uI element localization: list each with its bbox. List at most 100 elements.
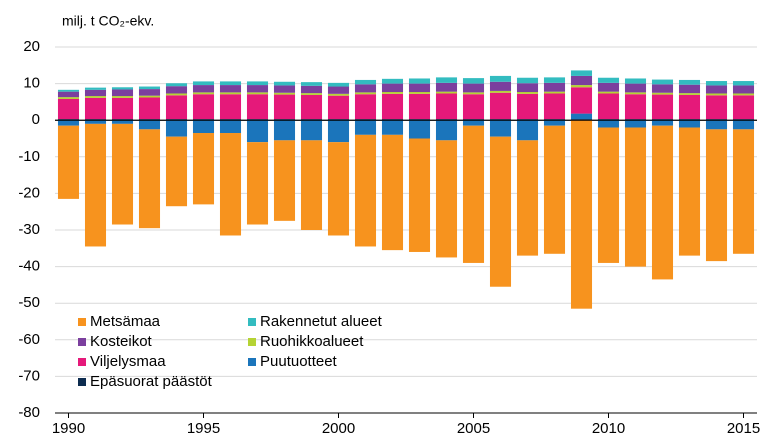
bar-segment xyxy=(354,79,377,85)
bar-segment xyxy=(732,120,755,130)
bar-segment xyxy=(381,119,404,121)
bar-segment xyxy=(165,95,188,120)
legend-swatch xyxy=(78,318,86,326)
bar-segment xyxy=(57,120,80,126)
bar-segment xyxy=(219,81,242,86)
bar-segment xyxy=(327,95,350,120)
bar-segment xyxy=(138,119,161,121)
bar-segment xyxy=(84,89,107,97)
bar-segment xyxy=(651,119,674,121)
bar-segment xyxy=(570,113,593,120)
bar-segment xyxy=(435,91,458,94)
bar-segment xyxy=(570,85,593,88)
x-tick-label: 1995 xyxy=(187,420,220,437)
y-tick-label: 10 xyxy=(23,75,40,92)
bar-segment xyxy=(705,93,728,96)
bar-segment xyxy=(138,95,161,98)
bar-segment xyxy=(543,125,566,254)
bar-segment xyxy=(408,138,431,252)
bar-segment xyxy=(435,93,458,120)
bar-segment xyxy=(732,85,755,94)
bar-segment xyxy=(219,120,242,134)
bar-segment xyxy=(84,119,107,121)
bar-segment xyxy=(435,77,458,83)
y-tick-label: -60 xyxy=(18,331,40,348)
bar-segment xyxy=(84,120,107,124)
x-tick-label: 2010 xyxy=(592,420,625,437)
y-tick-label: 0 xyxy=(32,111,40,128)
bar-segment xyxy=(246,92,269,95)
bar-segment xyxy=(273,120,296,141)
bar-segment xyxy=(300,119,323,121)
legend-swatch xyxy=(78,338,86,346)
x-tick-label: 2000 xyxy=(322,420,355,437)
bar-segment xyxy=(462,125,485,263)
bar-segment xyxy=(624,127,647,267)
bar-segment xyxy=(273,85,296,93)
legend-swatch xyxy=(78,358,86,366)
bar-segment xyxy=(543,120,566,126)
legend-label: Puutuotteet xyxy=(260,353,338,370)
bar-segment xyxy=(408,83,431,93)
bar-segment xyxy=(381,134,404,251)
legend-label: Viljelysmaa xyxy=(90,353,166,370)
bar-segment xyxy=(300,94,323,120)
bar-segment xyxy=(300,82,323,86)
bar-segment xyxy=(570,119,593,121)
legend-swatch xyxy=(248,338,256,346)
bar-segment xyxy=(732,119,755,121)
legend-label: Rakennetut alueet xyxy=(260,313,383,330)
bar-segment xyxy=(192,119,215,121)
bar-segment xyxy=(543,93,566,120)
bar-segment xyxy=(597,91,620,94)
bar-segment xyxy=(435,119,458,121)
bar-segment xyxy=(300,140,323,230)
y-tick-label: -10 xyxy=(18,148,40,165)
bar-segment xyxy=(192,94,215,120)
bar-segment xyxy=(165,93,188,96)
bar-segment xyxy=(597,77,620,83)
bar-segment xyxy=(516,83,539,93)
bar-segment xyxy=(138,89,161,96)
bar-segment xyxy=(84,123,107,247)
bar-segment xyxy=(516,92,539,94)
bar-segment xyxy=(246,119,269,121)
bar-segment xyxy=(462,78,485,84)
bar-segment xyxy=(489,136,512,287)
bar-segment xyxy=(354,119,377,121)
bar-segment xyxy=(462,120,485,126)
bar-segment xyxy=(246,120,269,143)
bar-segment xyxy=(111,96,134,98)
bar-segment xyxy=(381,83,404,93)
bar-segment xyxy=(597,93,620,120)
bar-segment xyxy=(381,93,404,120)
bar-segment xyxy=(165,83,188,87)
bar-segment xyxy=(57,91,80,98)
bar-segment xyxy=(219,94,242,120)
bar-segment xyxy=(300,85,323,94)
bar-segment xyxy=(516,140,539,256)
bar-segment xyxy=(678,84,701,94)
bar-segment xyxy=(111,123,134,225)
bar-segment xyxy=(165,136,188,207)
bar-segment xyxy=(570,75,593,86)
bar-segment xyxy=(84,87,107,90)
legend-swatch xyxy=(248,358,256,366)
y-axis-label: milj. t CO₂-ekv. xyxy=(62,13,154,29)
bar-segment xyxy=(57,119,80,121)
bar-segment xyxy=(408,119,431,121)
y-tick-label: -20 xyxy=(18,184,40,201)
bar-segment xyxy=(273,119,296,121)
bar-segment xyxy=(165,120,188,137)
bar-segment xyxy=(732,93,755,96)
bar-segment xyxy=(111,119,134,121)
bar-segment xyxy=(273,92,296,95)
bar-segment xyxy=(597,119,620,121)
bar-segment xyxy=(570,120,593,309)
bar-segment xyxy=(489,120,512,137)
bar-segment xyxy=(624,119,647,121)
bar-segment xyxy=(624,120,647,128)
x-tick-label: 1990 xyxy=(52,420,85,437)
bar-segment xyxy=(408,78,431,84)
bar-segment xyxy=(354,84,377,93)
